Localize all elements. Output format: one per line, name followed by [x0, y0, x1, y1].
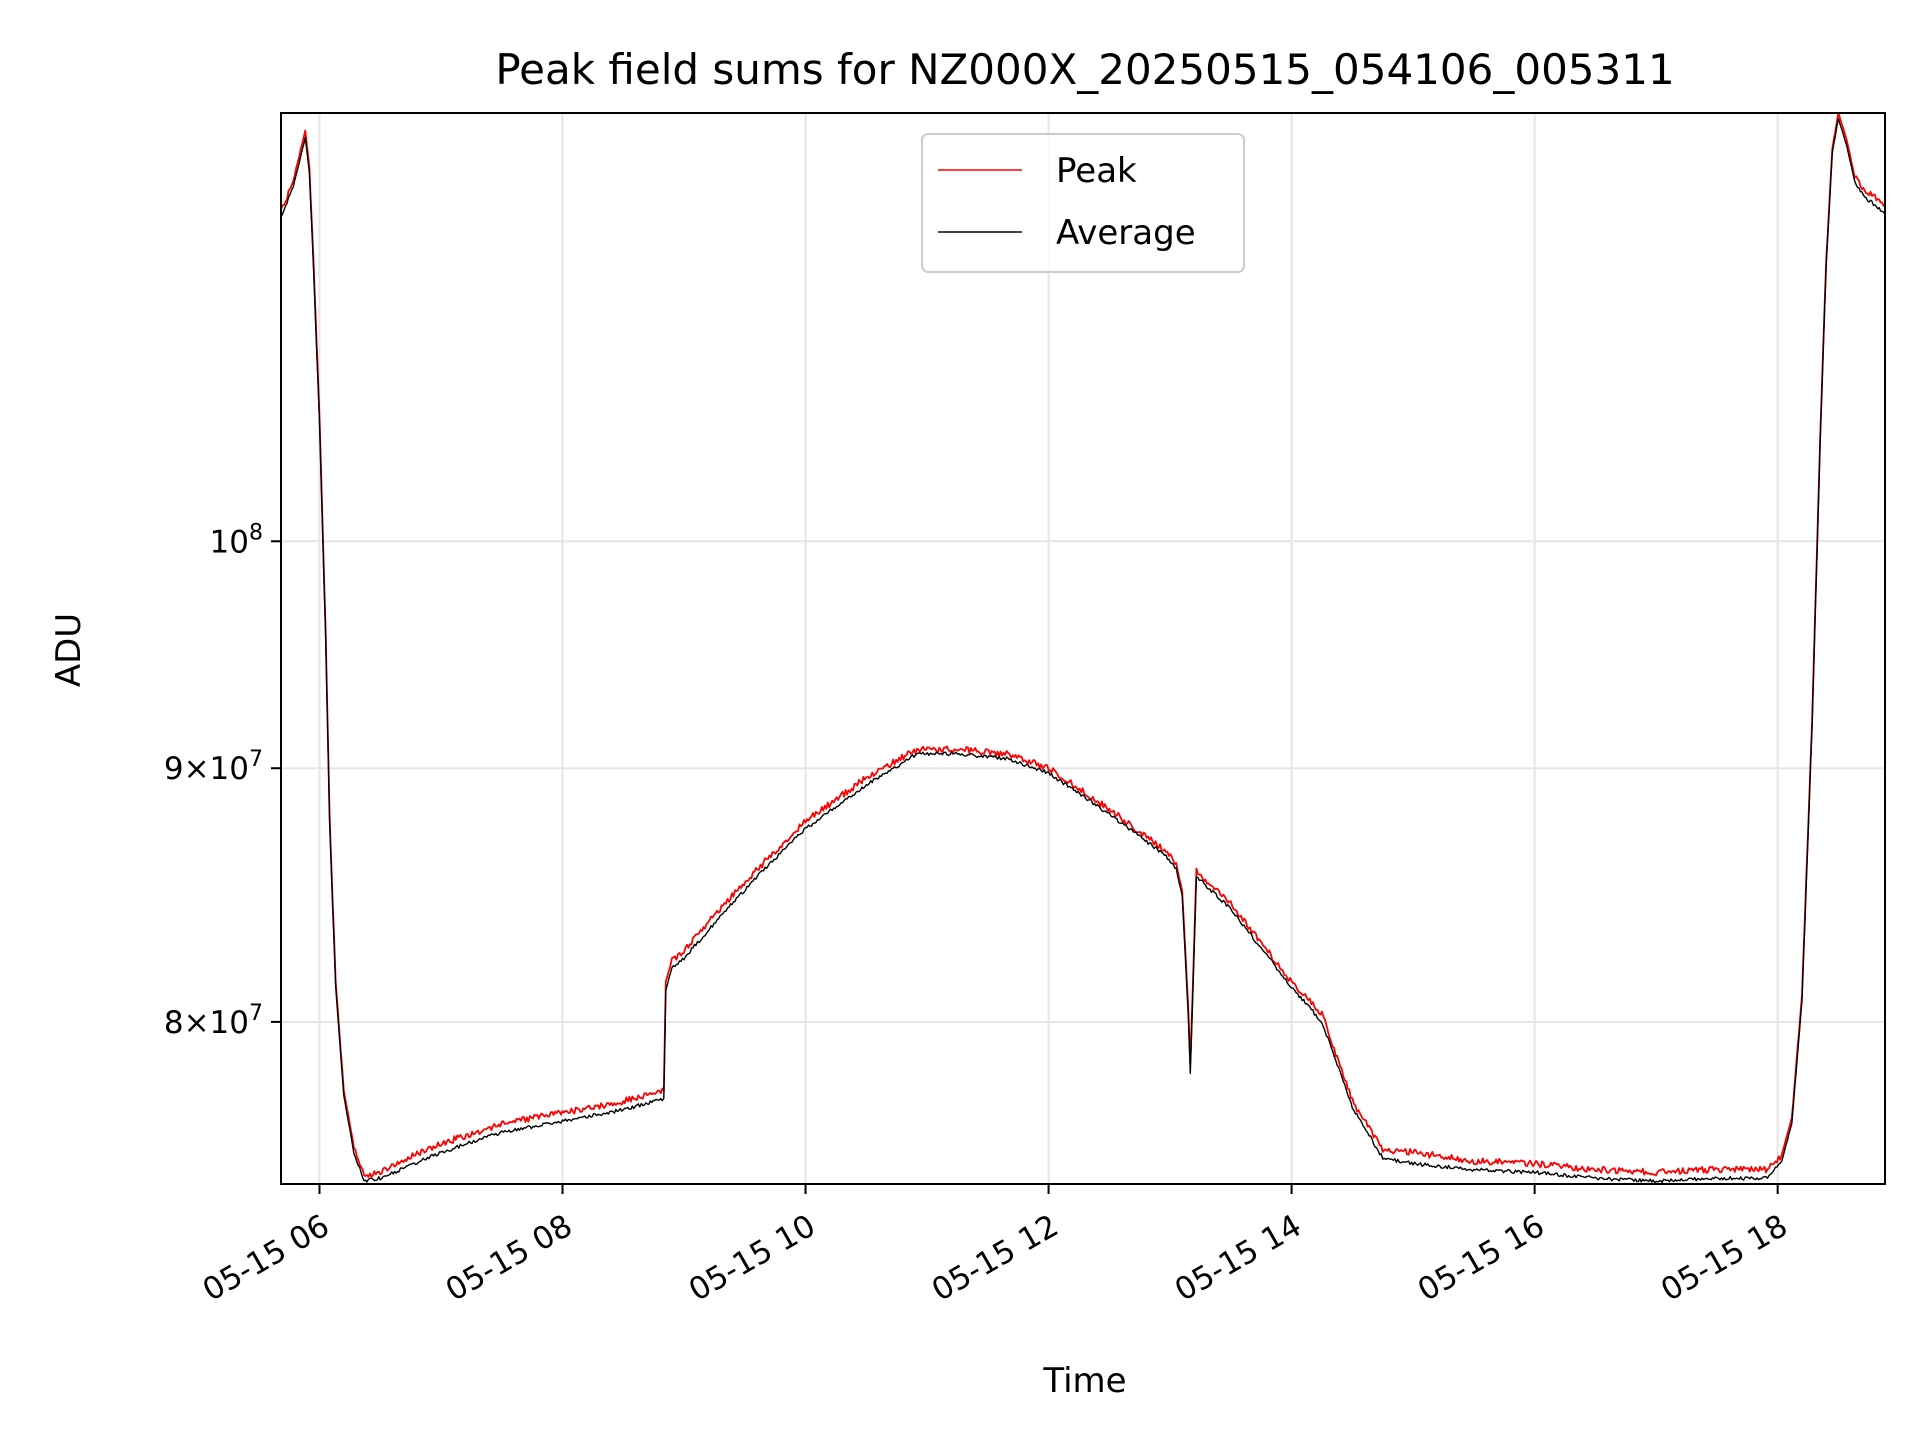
y-tick-mantissa: 9 [164, 751, 184, 787]
x-axis-title: Time [1042, 1361, 1126, 1401]
plot-frame [280, 112, 1886, 1185]
legend-label-average: Average [1056, 213, 1196, 253]
y-tick-times: ×10 [184, 1005, 249, 1041]
series-line-peak [281, 113, 1885, 1178]
y-tick-base: 10 [210, 524, 249, 560]
legend-label-peak: Peak [1056, 151, 1137, 191]
y-axis-title: ADU [49, 613, 89, 687]
y-tick-exponent: 7 [249, 1001, 263, 1026]
y-tick-label: 9×107 [164, 747, 263, 787]
legend: Peak Average [921, 133, 1245, 273]
y-tick-times: ×10 [184, 751, 249, 787]
y-tick-mantissa: 8 [164, 1005, 184, 1041]
series-line-average [281, 117, 1885, 1184]
y-tick-exponent: 7 [249, 747, 263, 772]
y-tick-exponent: 8 [249, 520, 263, 545]
series-layer [281, 113, 1885, 1184]
legend-box [921, 133, 1245, 273]
y-tick-label: 108 [210, 520, 263, 560]
y-tick-label: 8×107 [164, 1001, 263, 1041]
grid-layer [281, 113, 1885, 1184]
chart-title: Peak field sums for NZ000X_20250515_0541… [495, 45, 1674, 94]
